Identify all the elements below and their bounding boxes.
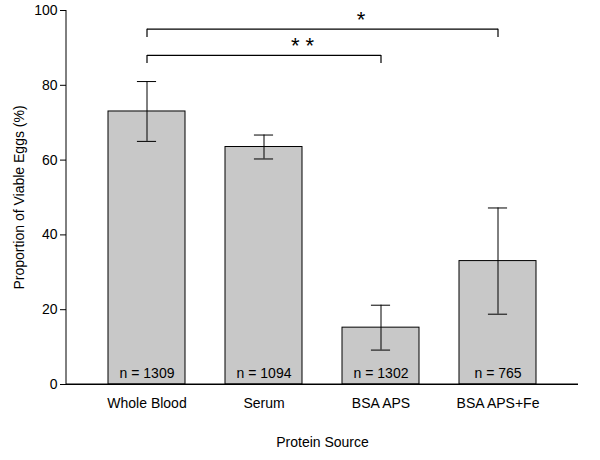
svg-text:n = 1094: n = 1094: [237, 365, 292, 381]
svg-text:n = 765: n = 765: [474, 365, 521, 381]
svg-text:0: 0: [50, 376, 58, 392]
svg-text:Serum: Serum: [243, 395, 284, 411]
svg-text:80: 80: [42, 77, 58, 93]
svg-text:Protein Source: Protein Source: [276, 434, 369, 450]
svg-text:60: 60: [42, 152, 58, 168]
svg-text:n = 1302: n = 1302: [354, 365, 409, 381]
svg-text:BSA APS: BSA APS: [352, 395, 410, 411]
svg-text:*: *: [357, 7, 366, 32]
svg-text:100: 100: [34, 2, 58, 18]
svg-text:n = 1309: n = 1309: [120, 365, 175, 381]
svg-text:Proportion of Viable Eggs (%): Proportion of Viable Eggs (%): [11, 105, 27, 289]
svg-text:40: 40: [42, 226, 58, 242]
svg-text:Whole Blood: Whole Blood: [107, 395, 186, 411]
svg-text:20: 20: [42, 301, 58, 317]
svg-text:* *: * *: [291, 33, 315, 58]
svg-text:BSA APS+Fe: BSA APS+Fe: [457, 395, 540, 411]
